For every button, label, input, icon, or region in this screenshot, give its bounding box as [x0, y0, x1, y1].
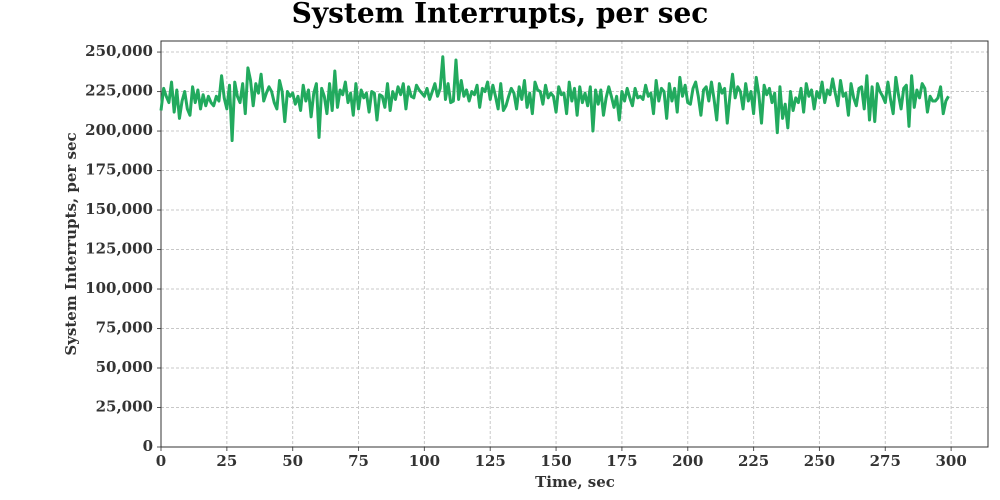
x-axis-label: Time, sec [535, 473, 615, 491]
x-tick-label: 75 [348, 452, 369, 470]
x-tick-label: 125 [475, 452, 506, 470]
x-tick-label: 225 [738, 452, 769, 470]
y-tick-label: 25,000 [96, 398, 153, 416]
y-tick-label: 75,000 [96, 319, 153, 337]
x-tick-label: 50 [282, 452, 303, 470]
y-tick-label: 250,000 [85, 42, 153, 60]
x-tick-label: 300 [935, 452, 966, 470]
x-tick-label: 150 [540, 452, 571, 470]
plot-frame [160, 40, 989, 448]
y-tick-label: 200,000 [85, 121, 153, 139]
x-tick-label: 250 [804, 452, 835, 470]
chart-title: System Interrupts, per sec [292, 0, 709, 30]
y-tick-label: 0 [143, 437, 153, 455]
y-axis-label: System Interrupts, per sec [62, 132, 80, 355]
x-tick-label: 200 [672, 452, 703, 470]
y-tick-label: 225,000 [85, 82, 153, 100]
y-tick-label: 50,000 [96, 358, 153, 376]
data-line [159, 55, 950, 143]
y-tick-label: 150,000 [85, 200, 153, 218]
y-tick-label: 125,000 [85, 240, 153, 258]
y-tick-label: 175,000 [85, 161, 153, 179]
x-tick-label: 0 [156, 452, 166, 470]
x-tick-label: 100 [409, 452, 440, 470]
x-tick-label: 25 [216, 452, 237, 470]
x-tick-label: 175 [606, 452, 637, 470]
x-tick-label: 275 [870, 452, 901, 470]
y-tick-label: 100,000 [85, 279, 153, 297]
